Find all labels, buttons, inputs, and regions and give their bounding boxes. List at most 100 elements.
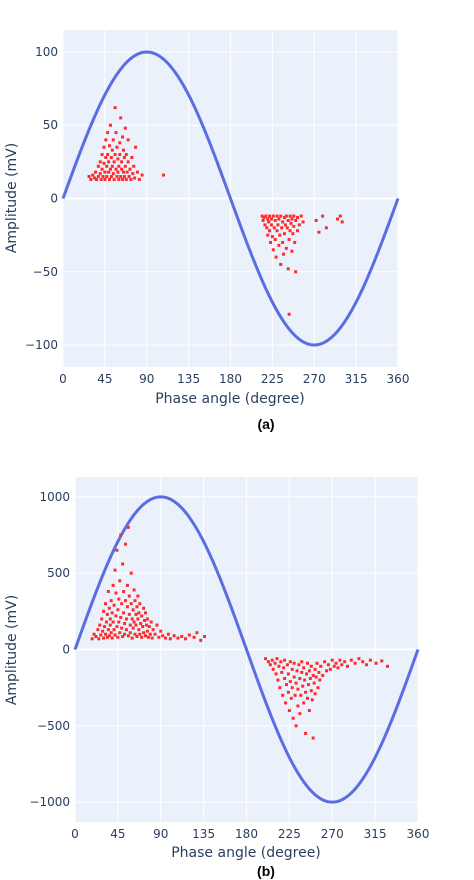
scatter-point (120, 160, 124, 164)
scatter-point (280, 226, 284, 230)
scatter-point (120, 626, 124, 630)
scatter-point (290, 217, 294, 221)
scatter-point (299, 693, 303, 697)
scatter-point (265, 226, 269, 230)
scatter-point (138, 632, 142, 636)
scatter-point (374, 661, 378, 665)
scatter-point (107, 634, 111, 638)
scatter-point (297, 223, 301, 227)
scatter-point (127, 612, 131, 616)
scatter-point (284, 214, 288, 218)
scatter-point (150, 636, 154, 640)
scatter-point (357, 657, 361, 661)
x-tick-label: 45 (97, 372, 112, 386)
scatter-point (274, 255, 278, 259)
y-tick-label: −1000 (29, 795, 70, 809)
scatter-point (279, 214, 283, 218)
scatter-point (315, 661, 319, 665)
scatter-point (285, 226, 289, 230)
x-tick-label: 180 (219, 372, 242, 386)
scatter-point (304, 690, 308, 694)
scatter-point (138, 602, 142, 606)
x-tick-label: 0 (59, 372, 67, 386)
scatter-point (307, 669, 311, 673)
scatter-point (192, 635, 196, 639)
scatter-point (278, 686, 282, 690)
scatter-point (277, 243, 281, 247)
scatter-point (308, 677, 312, 681)
scatter-point (87, 175, 91, 179)
scatter-point (108, 123, 112, 127)
scatter-point (280, 670, 284, 674)
scatter-point (293, 240, 297, 244)
scatter-point (102, 161, 106, 165)
scatter-point (317, 670, 321, 674)
scatter-point (94, 635, 98, 639)
scatter-point (118, 579, 122, 583)
scatter-point (97, 637, 101, 641)
scatter-point (120, 167, 124, 171)
scatter-point (270, 235, 274, 239)
scatter-point (117, 620, 121, 624)
scatter-point (134, 623, 138, 627)
scatter-point (368, 658, 372, 662)
scatter-point (311, 736, 315, 740)
scatter-point (106, 628, 110, 632)
scatter-point (298, 712, 302, 716)
scatter-point (121, 177, 125, 181)
scatter-point (309, 689, 313, 693)
scatter-point (104, 138, 108, 142)
scatter-point (287, 312, 291, 316)
scatter-point (96, 164, 100, 168)
scatter-point (159, 629, 163, 633)
scatter-point (328, 667, 332, 671)
scatter-point (180, 635, 184, 639)
scatter-point (286, 672, 290, 676)
sine-curve-a (61, 50, 400, 347)
scatter-point (105, 612, 109, 616)
scatter-point (294, 681, 298, 685)
scatter-point (133, 176, 137, 180)
x-tick-label: 45 (110, 827, 125, 841)
scatter-point (89, 177, 93, 181)
scatter-point (262, 216, 266, 220)
scatter-point (114, 131, 118, 135)
x-axis-title-b: Phase angle (degree) (171, 845, 321, 861)
scatter-point (139, 622, 143, 626)
scatter-point (125, 583, 129, 587)
y-tick-label: −500 (37, 719, 70, 733)
scatter-point (273, 238, 277, 242)
scatter-point (380, 659, 384, 663)
scatter-point (116, 608, 120, 612)
scatter-point (124, 628, 128, 632)
scatter-point (285, 683, 289, 687)
scatter-point (301, 684, 305, 688)
scatter-point (124, 153, 128, 157)
x-tick-label: 90 (153, 827, 168, 841)
scatter-point (301, 220, 305, 224)
scatter-point (113, 568, 117, 572)
scatter-point (145, 629, 149, 633)
y-tick-label: −100 (25, 338, 58, 352)
scatter-point (305, 661, 309, 665)
scatter-point (300, 670, 304, 674)
scatter-point (290, 667, 294, 671)
scatter-point (144, 623, 148, 627)
scatter-point (144, 611, 148, 615)
scatter-point (134, 612, 138, 616)
scatter-point (136, 617, 140, 621)
scatter-point (108, 623, 112, 627)
scatter-point (135, 605, 139, 609)
scatter-point (115, 625, 119, 629)
scatter-points-b (90, 525, 390, 740)
scatter-point (275, 214, 279, 218)
scatter-point (121, 635, 125, 639)
scatter-point (98, 623, 102, 627)
scatter-point (108, 177, 112, 181)
scatter-point (276, 678, 280, 682)
scatter-point (100, 617, 104, 621)
sine-curve-b (73, 495, 420, 804)
y-tick-labels-b: 1000 500 0 −500 −1000 (29, 490, 70, 809)
scatter-point (125, 605, 129, 609)
